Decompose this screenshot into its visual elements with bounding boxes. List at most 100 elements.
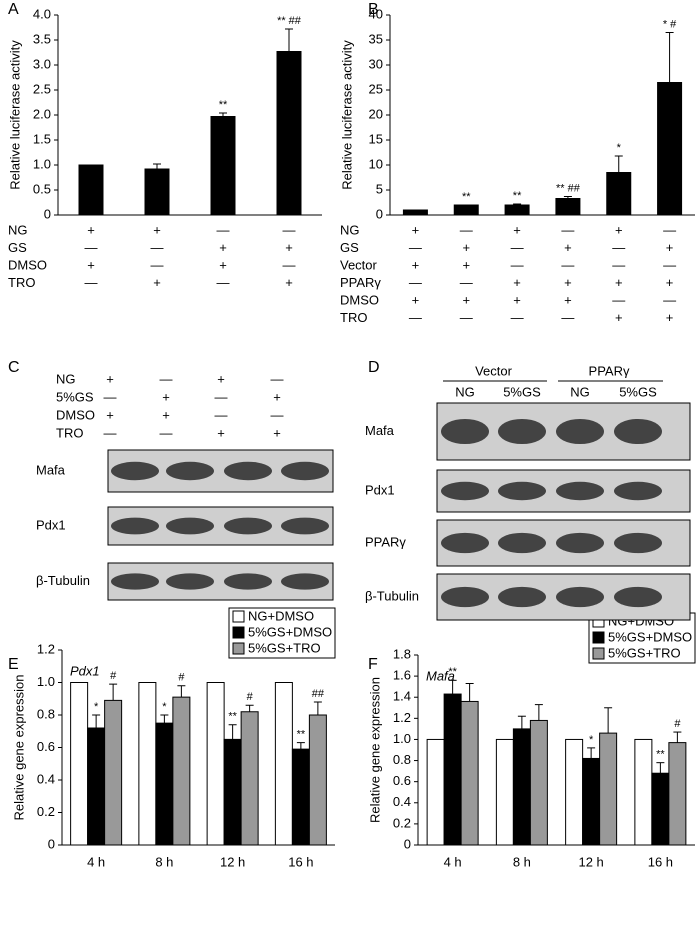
annotation: # (247, 691, 254, 703)
y-tick-label: 1.0 (393, 731, 411, 746)
y-tick-label: 40 (369, 6, 383, 21)
y-tick-label: 1.5 (33, 131, 51, 146)
lane-label: 5%GS (619, 384, 657, 399)
condition-mark: + (513, 275, 521, 290)
x-tick-label: 8 h (155, 854, 173, 869)
legend-swatch (232, 642, 245, 655)
condition-mark: — (217, 275, 230, 290)
condition-mark: — (215, 389, 228, 404)
bar (495, 738, 514, 846)
annotation: * (589, 734, 594, 746)
condition-mark: + (462, 240, 470, 255)
bar (555, 198, 581, 216)
legend-label: 5%GS+TRO (248, 640, 321, 655)
row-label: Mafa (36, 462, 66, 477)
bar (606, 172, 632, 216)
blot-band (441, 418, 489, 445)
y-tick-label: 0.4 (37, 771, 55, 786)
condition-mark: + (106, 371, 114, 386)
bar (308, 714, 327, 846)
y-tick-label: 1.4 (393, 689, 411, 704)
condition-mark: + (285, 240, 293, 255)
condition-mark: + (513, 222, 521, 237)
x-tick-label: 4 h (87, 854, 105, 869)
bar (274, 682, 293, 846)
condition-mark: — (612, 240, 625, 255)
y-tick-label: 35 (369, 31, 383, 46)
condition-mark: + (87, 257, 95, 272)
condition-mark: + (219, 257, 227, 272)
y-tick-label: 0.5 (33, 181, 51, 196)
blot-band (281, 517, 329, 535)
blot-band (498, 418, 546, 445)
condition-mark: + (666, 240, 674, 255)
condition-label: GS (8, 240, 27, 255)
y-tick-label: 1.8 (393, 646, 411, 661)
lane-label: 5%GS (503, 384, 541, 399)
annotation: ** (219, 99, 228, 111)
condition-mark: + (462, 292, 470, 307)
condition-mark: + (564, 275, 572, 290)
y-tick-label: 3.5 (33, 31, 51, 46)
blot-band (556, 481, 604, 501)
bar (651, 772, 670, 846)
condition-mark: + (273, 425, 281, 440)
blot-band (166, 573, 214, 590)
bar (426, 738, 445, 846)
legend-swatch (232, 626, 245, 639)
row-label: PPARγ (365, 534, 406, 549)
condition-label: 5%GS (56, 389, 94, 404)
condition-mark: — (460, 222, 473, 237)
panel-label: C (8, 359, 20, 376)
x-tick-label: 16 h (648, 854, 673, 869)
legend-label: 5%GS+TRO (608, 645, 681, 660)
blot-band (111, 461, 159, 481)
blot-band (111, 573, 159, 590)
bar (210, 116, 236, 216)
y-tick-label: 3.0 (33, 56, 51, 71)
blot-band (498, 586, 546, 608)
x-tick-label: 12 h (220, 854, 245, 869)
row-label: Mafa (365, 423, 395, 438)
condition-mark: — (460, 310, 473, 325)
row-label: β-Tubulin (36, 573, 90, 588)
annotation: # (178, 672, 185, 684)
bar (443, 693, 462, 846)
y-tick-label: 5 (376, 181, 383, 196)
annotation: ** ## (277, 15, 302, 27)
blot-band (111, 517, 159, 535)
condition-mark: + (412, 222, 420, 237)
condition-mark: + (153, 275, 161, 290)
x-tick-label: 4 h (444, 854, 462, 869)
y-tick-label: 0.6 (393, 773, 411, 788)
y-tick-label: 2.0 (33, 106, 51, 121)
bar (291, 748, 310, 846)
y-tick-label: 0.6 (37, 739, 55, 754)
panel-label: A (8, 1, 19, 18)
condition-mark: — (271, 371, 284, 386)
blot-band (166, 517, 214, 535)
annotation: # (110, 670, 117, 682)
condition-mark: + (615, 310, 623, 325)
condition-mark: — (283, 257, 296, 272)
blot-band (441, 532, 489, 554)
condition-mark: — (511, 240, 524, 255)
legend-label: 5%GS+DMSO (248, 624, 332, 639)
legend-label: NG+DMSO (248, 608, 314, 623)
annotation: ** (448, 666, 457, 678)
blot-band (441, 481, 489, 501)
blot-band (441, 586, 489, 608)
bar (104, 699, 123, 846)
condition-label: DMSO (56, 407, 95, 422)
y-tick-label: 0.8 (393, 752, 411, 767)
chart-title: Pdx1 (70, 663, 100, 678)
bar (223, 738, 242, 846)
blot-band (556, 418, 604, 445)
condition-label: Vector (340, 257, 378, 272)
condition-mark: — (561, 222, 574, 237)
annotation: ** ## (556, 182, 581, 194)
condition-label: NG (8, 222, 28, 237)
blot-band (614, 481, 662, 501)
bar (70, 682, 89, 846)
